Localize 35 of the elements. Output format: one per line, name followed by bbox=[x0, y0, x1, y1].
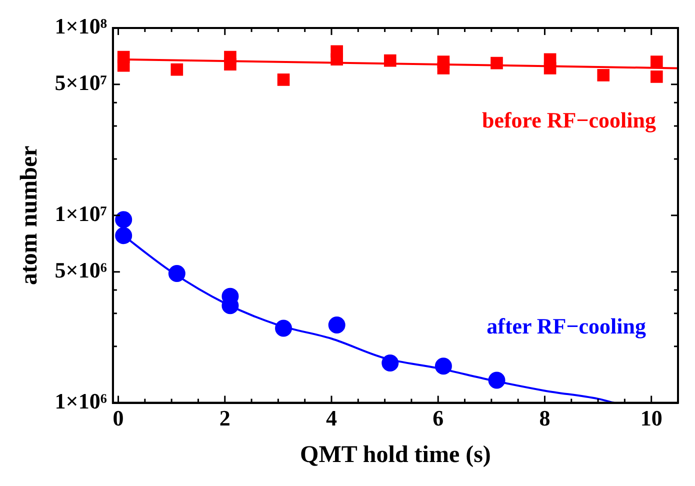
y-tick-label: 5×10⁷ bbox=[54, 70, 108, 96]
point bbox=[434, 358, 452, 375]
point bbox=[384, 54, 396, 67]
series-label: after RF−cooling bbox=[486, 314, 646, 339]
point bbox=[115, 227, 132, 244]
point bbox=[275, 320, 292, 337]
series-label: before RF−cooling bbox=[482, 107, 656, 132]
point bbox=[597, 69, 610, 82]
point bbox=[224, 58, 236, 70]
x-tick-label: 10 bbox=[640, 406, 662, 431]
point bbox=[117, 59, 130, 72]
y-tick-label: 1×10⁷ bbox=[54, 201, 108, 226]
point bbox=[277, 74, 290, 86]
point bbox=[490, 56, 503, 70]
point bbox=[170, 63, 184, 76]
y-tick-label: 5×10⁶ bbox=[54, 258, 108, 282]
y-tick-label: 1×10⁶ bbox=[54, 388, 108, 414]
x-tick-label: 6 bbox=[432, 406, 444, 431]
x-tick-label: 0 bbox=[112, 406, 124, 431]
x-tick-label: 4 bbox=[326, 406, 337, 431]
y-axis-title: atom number bbox=[16, 145, 43, 286]
point bbox=[330, 53, 343, 66]
point bbox=[544, 62, 556, 74]
x-tick-label: 8 bbox=[539, 406, 550, 431]
point bbox=[168, 264, 186, 282]
point bbox=[650, 56, 663, 68]
point bbox=[488, 372, 506, 389]
point bbox=[115, 211, 132, 228]
point bbox=[382, 354, 399, 372]
x-axis-title: QMT hold time (s) bbox=[300, 442, 491, 468]
point bbox=[328, 316, 346, 334]
y-tick-label: 1×10⁸ bbox=[54, 14, 108, 39]
point bbox=[437, 62, 450, 74]
point bbox=[650, 70, 663, 83]
x-tick-label: 2 bbox=[219, 406, 230, 431]
